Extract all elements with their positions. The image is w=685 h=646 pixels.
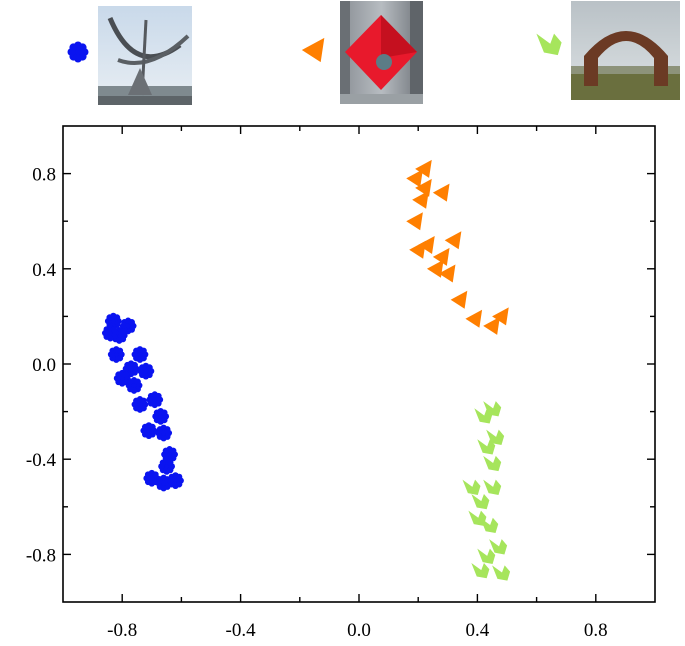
data-point-blob-edge (134, 378, 141, 385)
data-point-blob-edge (161, 409, 168, 416)
legend-wing-marker (536, 33, 562, 56)
y-tick-label: -0.4 (26, 450, 57, 471)
series-blob (101, 312, 184, 492)
data-point-wing (489, 539, 508, 555)
legend (67, 1, 680, 105)
data-point-wing (483, 479, 502, 495)
data-point-blob-edge (116, 347, 124, 354)
data-points (101, 159, 511, 581)
data-point-triangle (409, 240, 426, 259)
legend-triangle-marker (301, 37, 325, 63)
data-point-blob-edge (170, 447, 177, 454)
x-tick-label: -0.8 (107, 620, 137, 641)
data-point-triangle (432, 247, 450, 266)
data-point-wing (480, 517, 499, 534)
legend-picture-stone-arch (571, 1, 680, 100)
data-point-triangle (483, 316, 500, 335)
data-point-triangle (426, 259, 444, 278)
data-point-wing (471, 493, 490, 510)
data-point-wing (471, 562, 490, 579)
data-point-triangle (432, 183, 450, 202)
data-point-triangle (415, 159, 432, 178)
data-point-triangle (492, 307, 509, 326)
x-axis-tick-labels: -0.8 -0.4 0.0 0.4 0.8 (107, 620, 608, 641)
data-point-blob-edge (110, 326, 118, 333)
x-tick-label: 0.4 (466, 620, 490, 641)
data-point-triangle (418, 236, 435, 254)
data-point-triangle (406, 169, 423, 188)
data-point-wing (462, 479, 481, 495)
y-tick-label: -0.8 (26, 545, 56, 566)
legend-blob-marker-edge (78, 43, 87, 52)
data-point-blob-edge (131, 361, 138, 369)
data-point-blob-edge (146, 364, 153, 371)
data-point-triangle (438, 264, 456, 283)
data-point-wing (486, 429, 505, 445)
y-axis-tick-labels: 0.8 0.4 0.0 -0.4 -0.8 (26, 165, 57, 567)
data-point-blob-edge (155, 392, 162, 400)
legend-picture-sundial (98, 6, 192, 105)
plot-frame (62, 125, 656, 603)
data-point-wing (492, 565, 511, 581)
data-point-blob-edge (122, 371, 130, 378)
data-point-blob-edge (149, 423, 156, 431)
y-tick-label: 0.8 (32, 165, 56, 186)
data-point-triangle (465, 309, 483, 328)
data-point-wing (477, 439, 496, 455)
legend-marker-wing (536, 33, 562, 56)
data-point-blob-edge (140, 397, 147, 404)
plot-area: -0.8 -0.4 0.0 0.4 0.8 0.8 0.4 0.0 -0.4 -0.8 (26, 125, 656, 641)
data-point-triangle (450, 290, 468, 309)
legend-picture-red-cube (340, 1, 423, 104)
y-tick-label: 0.4 (32, 260, 56, 281)
series-triangle (406, 159, 509, 335)
axis-ticks (63, 126, 655, 602)
data-point-wing (474, 408, 493, 424)
data-point-blob-edge (128, 319, 135, 326)
data-point-blob-edge (119, 328, 127, 335)
data-point-blob-edge (164, 426, 171, 433)
data-point-blob-edge (167, 459, 174, 466)
data-point-wing (483, 455, 502, 472)
data-point-blob-edge (152, 471, 159, 478)
x-tick-label: -0.4 (226, 620, 257, 641)
data-point-triangle (406, 212, 423, 231)
legend-marker-triangle (301, 37, 325, 63)
legend-marker-blob (67, 41, 89, 63)
series-wing (462, 401, 511, 581)
x-tick-label: 0.8 (584, 620, 608, 641)
data-point-blob-edge (176, 473, 183, 481)
data-point-wing (468, 510, 487, 526)
data-point-blob-edge (140, 347, 147, 354)
y-tick-label: 0.0 (32, 355, 56, 376)
x-tick-label: 0.0 (347, 620, 371, 641)
data-point-triangle (444, 231, 462, 250)
data-point-wing (483, 401, 502, 417)
data-point-triangle (412, 190, 429, 209)
data-point-blob-edge (113, 314, 121, 321)
data-point-wing (477, 548, 496, 564)
